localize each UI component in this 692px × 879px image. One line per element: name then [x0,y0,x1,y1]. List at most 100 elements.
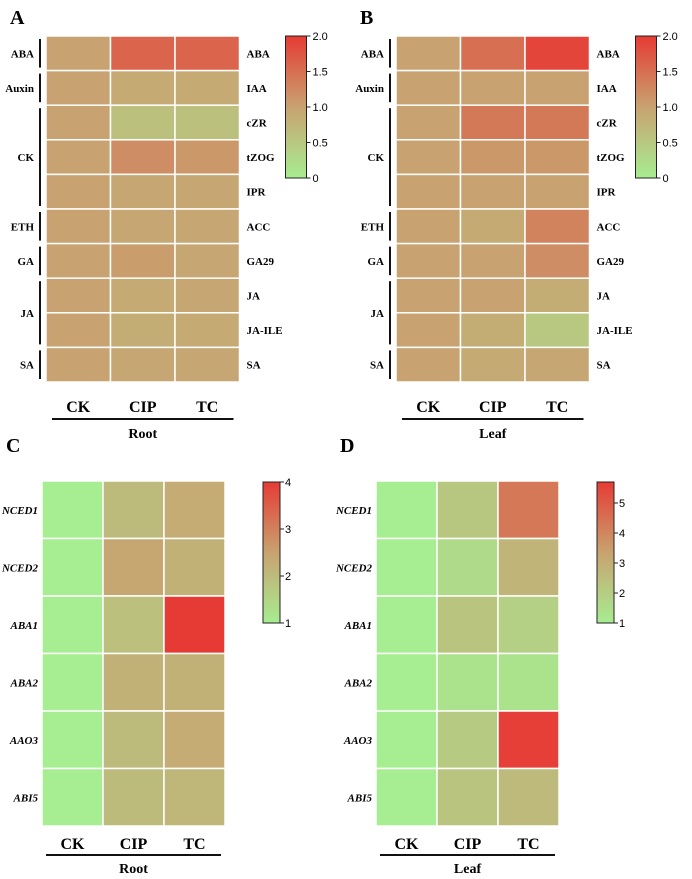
panel-a-cell [109,139,176,176]
panel-d-colorbar-tick-label: 3 [619,558,625,570]
panel-d-cell [375,652,438,712]
panel-b-row-label: SA [597,360,611,372]
panel-d-cell [436,652,499,712]
panel-d-cell [497,710,560,770]
panel-b-cell [524,173,591,210]
panel-a-cell [109,346,176,383]
panel-a-cell [45,346,112,383]
panel-d-cell [436,480,499,540]
panel-c-column-label: CIP [120,836,148,853]
panel-a-colorbar-tick-label: 0.5 [313,138,328,150]
panel-b-row-label: tZOG [597,152,626,164]
panel-b-group-label: ETH [361,221,385,233]
panel-b-cell [524,242,591,279]
panel-d-column-label: CIP [454,836,482,853]
panel-b-column-label: CK [416,399,441,416]
panel-b-group-label: GA [368,256,385,268]
panel-a-row-label: ABA [247,48,270,60]
panel-a-row-label: ACC [247,221,271,233]
panel-d-column-label: CK [395,836,420,853]
panel-a-group-label: GA [18,256,35,268]
panel-b-cell [459,242,526,279]
panel-c-cell [41,767,104,827]
panel-d-cell [497,595,560,655]
panel-b-colorbar-tick-label: 1.0 [663,102,678,114]
panel-b-row-label: cZR [597,118,618,130]
panel-c-cell [102,710,165,770]
panel-d-gene-label: AAO3 [343,735,373,747]
panel-b-row-label: JA [597,291,611,303]
panel-d-cell [375,710,438,770]
panel-c-colorbar-tick-label: 3 [285,524,291,536]
panel-b-cell [395,35,462,72]
panel-c-gene-label: NCED2 [1,562,39,574]
panel-c-cell [41,652,104,712]
panel-b-group-label: CK [368,152,385,164]
panel-b-cell [395,208,462,245]
panel-d-gene-label: ABI5 [347,792,373,804]
panel-a-cell [174,173,241,210]
panel-b-cell [459,35,526,72]
panel-b-row-label: JA-ILE [597,325,633,337]
panel-d-cell [375,595,438,655]
panel-b-colorbar-tick-label: 1.5 [663,67,678,79]
panel-a-row-label: JA-ILE [247,325,283,337]
panel-a-column-label: CK [66,399,91,416]
panel-b-colorbar [635,35,657,179]
panel-b-cell [524,208,591,245]
panel-b-cell [395,277,462,314]
panel-d-colorbar-tick-label: 4 [619,528,625,540]
panel-b-cell [524,312,591,349]
panel-c-cell [102,537,165,597]
panel-b-cell [459,312,526,349]
panel-a-letter: A [10,7,25,29]
panel-b-row-label: ABA [597,48,620,60]
panel-d-colorbar-tick-label: 5 [619,498,625,510]
panel-b-cell [459,173,526,210]
panel-c-cell [41,480,104,540]
panel-d-tissue-label: Leaf [454,862,482,877]
panel-a-cell [174,35,241,72]
panel-b-group-label: ABA [361,48,384,60]
panel-b-cell [459,208,526,245]
panel-a-colorbar-tick-label: 1.5 [313,67,328,79]
panel-c-cell [102,595,165,655]
panel-b-cell [395,69,462,106]
panel-b-row-label: GA29 [597,256,625,268]
panel-d-gene-label: ABA2 [343,677,372,689]
panel-c-colorbar-tick-label: 4 [285,477,291,489]
panel-b-cell [524,104,591,141]
panel-b-colorbar-tick-label: 0 [663,173,669,185]
panel-d-cell [497,767,560,827]
panel-b-cell [459,346,526,383]
panel-b-column-label: TC [546,399,568,416]
panel-a-cell [174,312,241,349]
panel-a-group-label: SA [20,360,34,372]
panel-a-group-label: JA [21,308,35,320]
panel-b-letter: B [360,7,373,29]
panel-b-colorbar-tick-label: 0.5 [663,138,678,150]
panel-a-cell [45,242,112,279]
panel-a-cell [45,173,112,210]
panel-c-cell [102,480,165,540]
panel-a-row-label: SA [247,360,261,372]
panel-c-cell [102,652,165,712]
panel-a-group-label: Auxin [5,83,34,95]
panel-d-cell [436,537,499,597]
panel-d-gene-label: NCED1 [335,505,372,517]
panel-c-colorbar [262,481,281,624]
panel-c-cell [163,480,226,540]
panel-b-cell [524,35,591,72]
panel-d-cell [436,767,499,827]
panel-b-tissue-label: Leaf [479,427,507,442]
panel-a-cell [174,139,241,176]
panel-a-cell [109,312,176,349]
panel-d-letter: D [340,435,354,457]
panel-b-cell [459,69,526,106]
panel-a-group-label: CK [18,152,35,164]
panel-c-gene-label: ABI5 [13,792,39,804]
panel-c-cell [163,537,226,597]
panel-b-cell [395,242,462,279]
panel-c-gene-label: ABA2 [9,677,38,689]
